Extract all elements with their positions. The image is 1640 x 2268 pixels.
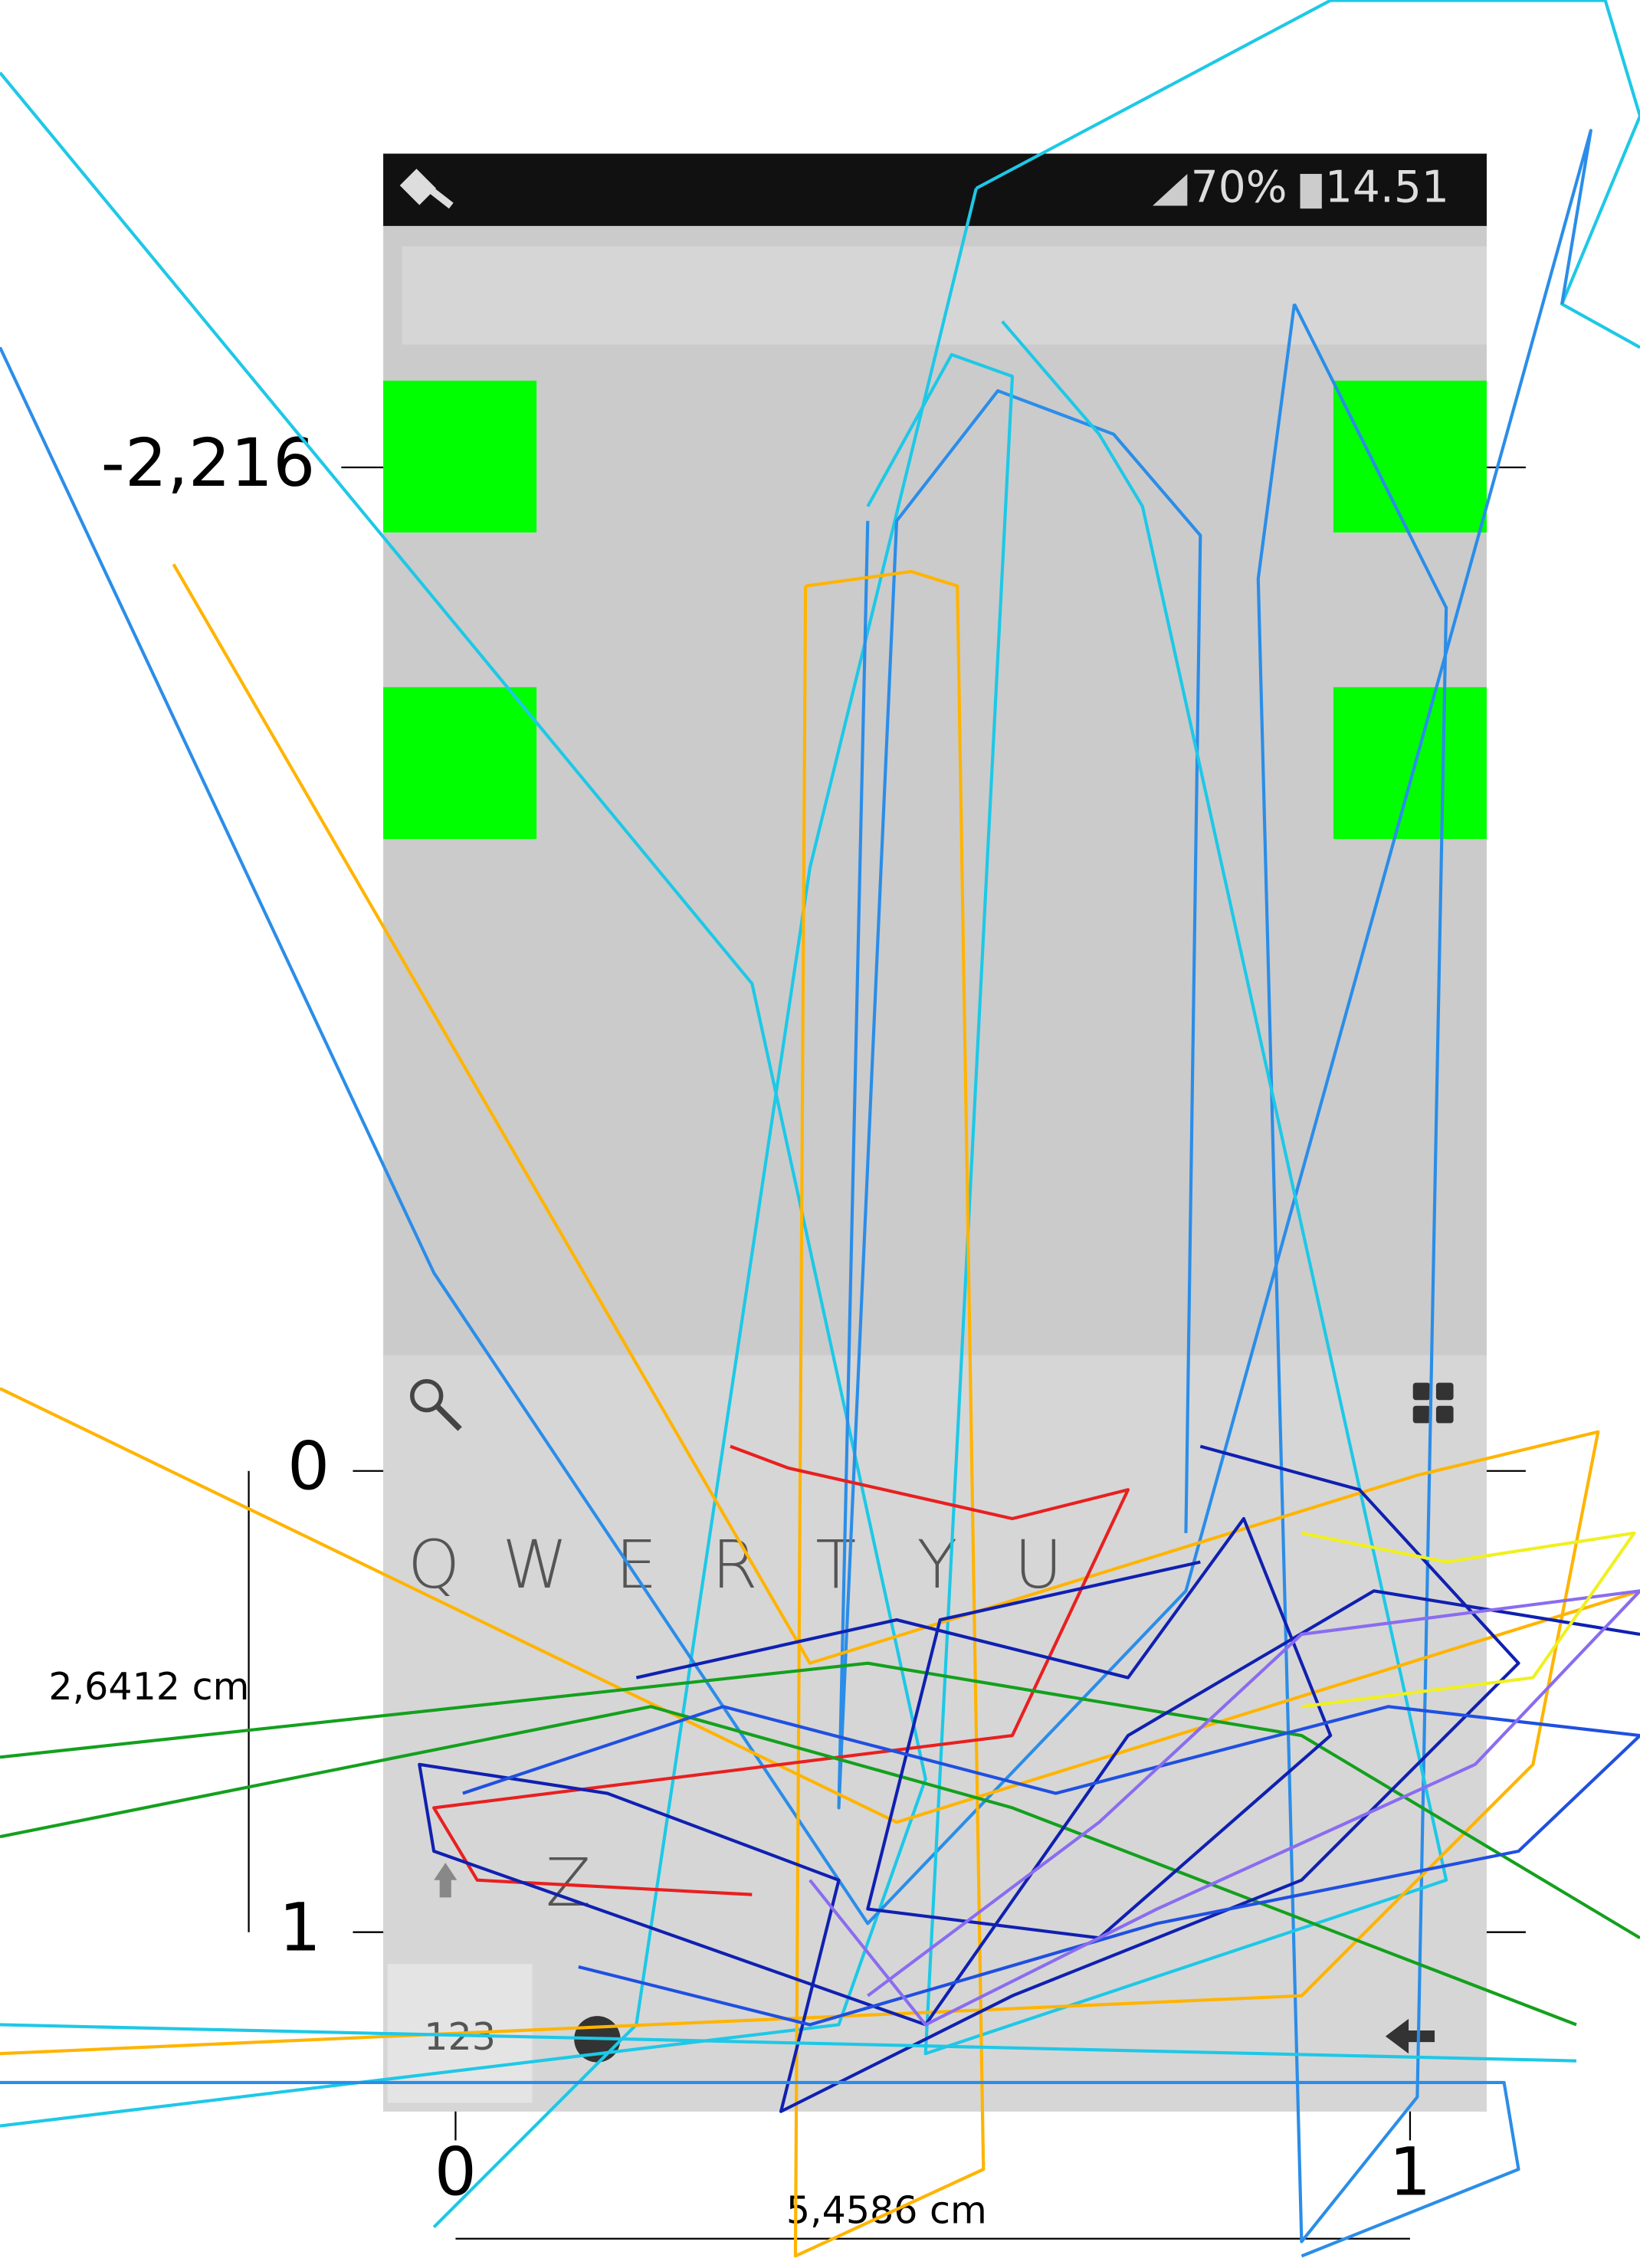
- enter-key[interactable]: [1385, 2018, 1435, 2054]
- x-span: 5,4586 cm: [786, 2188, 987, 2232]
- key[interactable]: U: [1014, 1526, 1063, 1604]
- keyboard: [383, 1355, 1487, 2112]
- clock: 14.51: [1325, 162, 1449, 212]
- target[interactable]: [383, 687, 537, 840]
- axis: [248, 466, 1526, 2240]
- target[interactable]: [1333, 687, 1487, 840]
- key[interactable]: E: [615, 1526, 658, 1604]
- wrench-icon: [399, 169, 454, 209]
- x-label: 1: [1389, 2134, 1431, 2211]
- battery-icon: [1300, 173, 1322, 209]
- key[interactable]: Q: [408, 1526, 460, 1604]
- key[interactable]: W: [502, 1526, 568, 1604]
- y-label: -2,216: [101, 424, 316, 502]
- key[interactable]: R: [712, 1526, 758, 1604]
- y-label: 1: [279, 1889, 321, 1967]
- target[interactable]: [1333, 380, 1487, 533]
- target[interactable]: [383, 380, 537, 533]
- x-label: 0: [435, 2134, 477, 2211]
- menu-icon: [1412, 1382, 1454, 1424]
- battery-text: 70%: [1191, 162, 1287, 212]
- y-label: 0: [287, 1428, 330, 1506]
- y-span: 2,6412 cm: [48, 1664, 249, 1709]
- search-bar[interactable]: [402, 246, 1487, 345]
- search-icon: [410, 1378, 444, 1413]
- search-icon: [435, 1404, 462, 1431]
